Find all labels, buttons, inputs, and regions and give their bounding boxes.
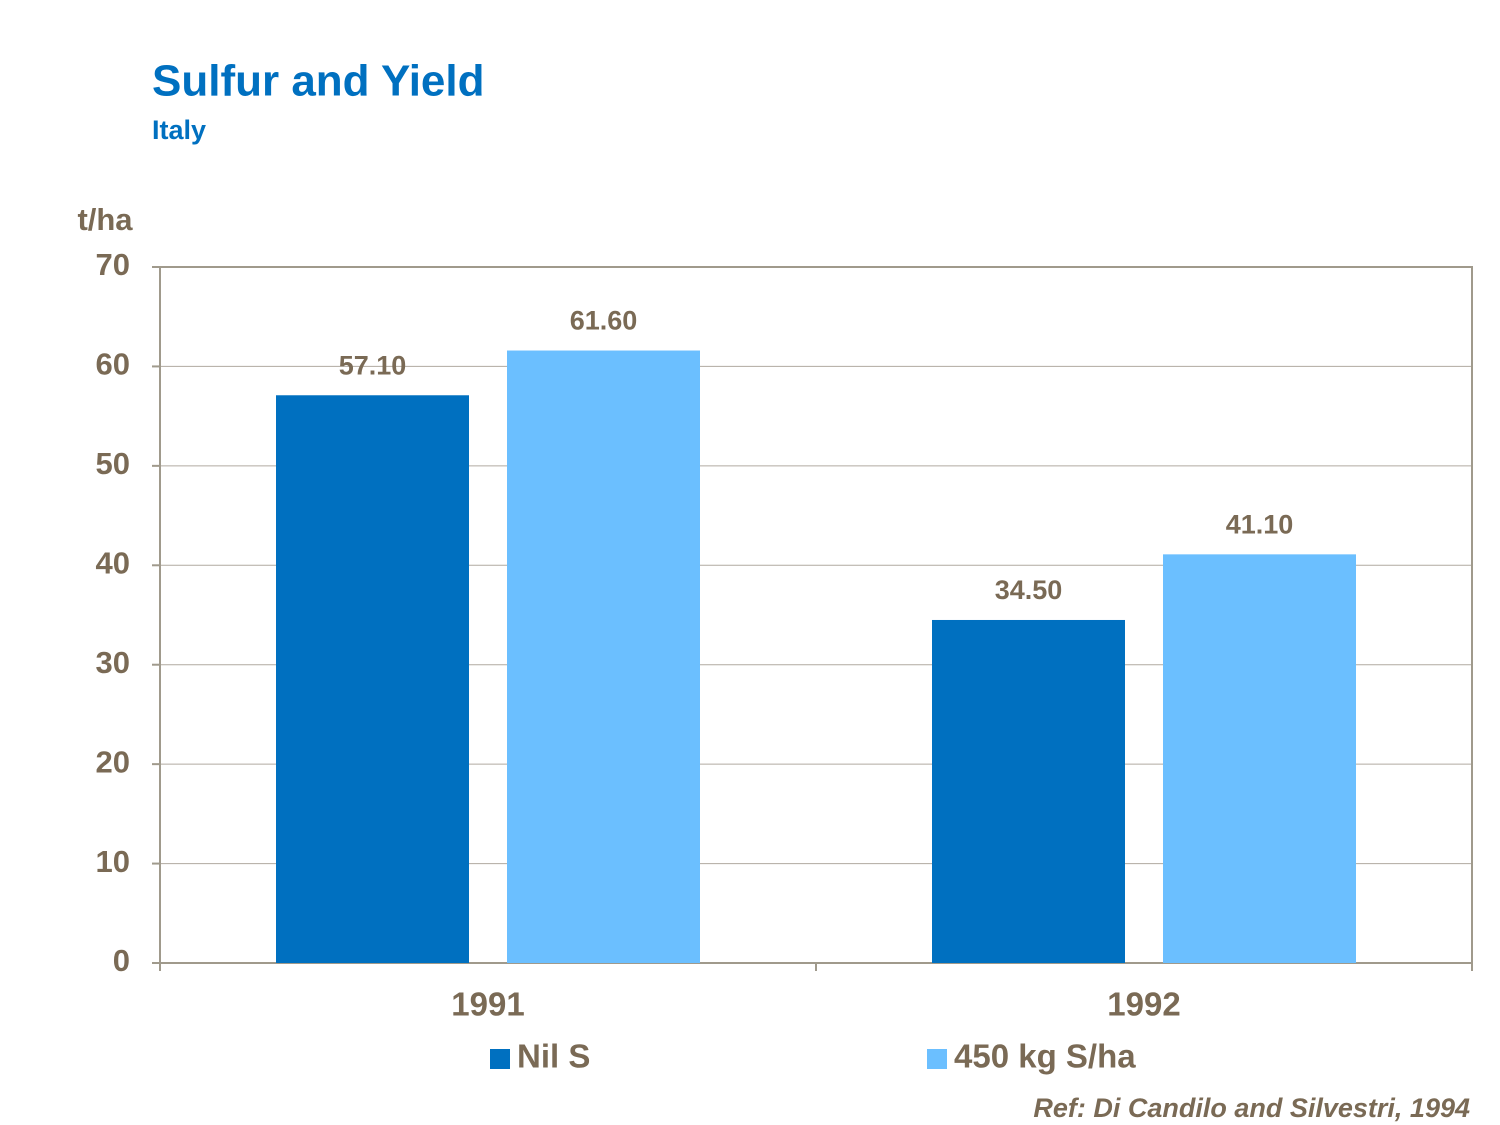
legend-label: Nil S xyxy=(517,1038,590,1075)
source-note: Ref: Di Candilo and Silvestri, 1994 xyxy=(1033,1093,1470,1123)
y-tick-label: 10 xyxy=(96,844,130,879)
y-tick-label: 60 xyxy=(96,347,130,382)
x-tick-label: 1992 xyxy=(1107,986,1180,1023)
data-label: 61.60 xyxy=(570,306,638,336)
y-tick-label: 70 xyxy=(96,247,130,282)
bar xyxy=(507,350,700,963)
y-axis-label: t/ha xyxy=(77,202,133,237)
data-label: 34.50 xyxy=(995,575,1063,605)
data-label: 41.10 xyxy=(1226,509,1294,539)
legend-swatch xyxy=(927,1049,947,1069)
data-label: 57.10 xyxy=(339,350,407,380)
y-tick-label: 0 xyxy=(113,943,130,978)
x-tick-label: 1991 xyxy=(451,986,524,1023)
chart-subtitle: Italy xyxy=(152,115,206,145)
y-tick-label: 50 xyxy=(96,446,130,481)
y-tick-label: 40 xyxy=(96,545,130,580)
bar xyxy=(1163,554,1356,963)
legend-label: 450 kg S/ha xyxy=(954,1038,1136,1075)
y-tick-label: 30 xyxy=(96,645,130,680)
chart-title: Sulfur and Yield xyxy=(152,57,485,106)
bar xyxy=(276,395,469,964)
y-tick-label: 20 xyxy=(96,744,130,779)
legend-swatch xyxy=(490,1049,510,1069)
bar xyxy=(932,619,1125,963)
